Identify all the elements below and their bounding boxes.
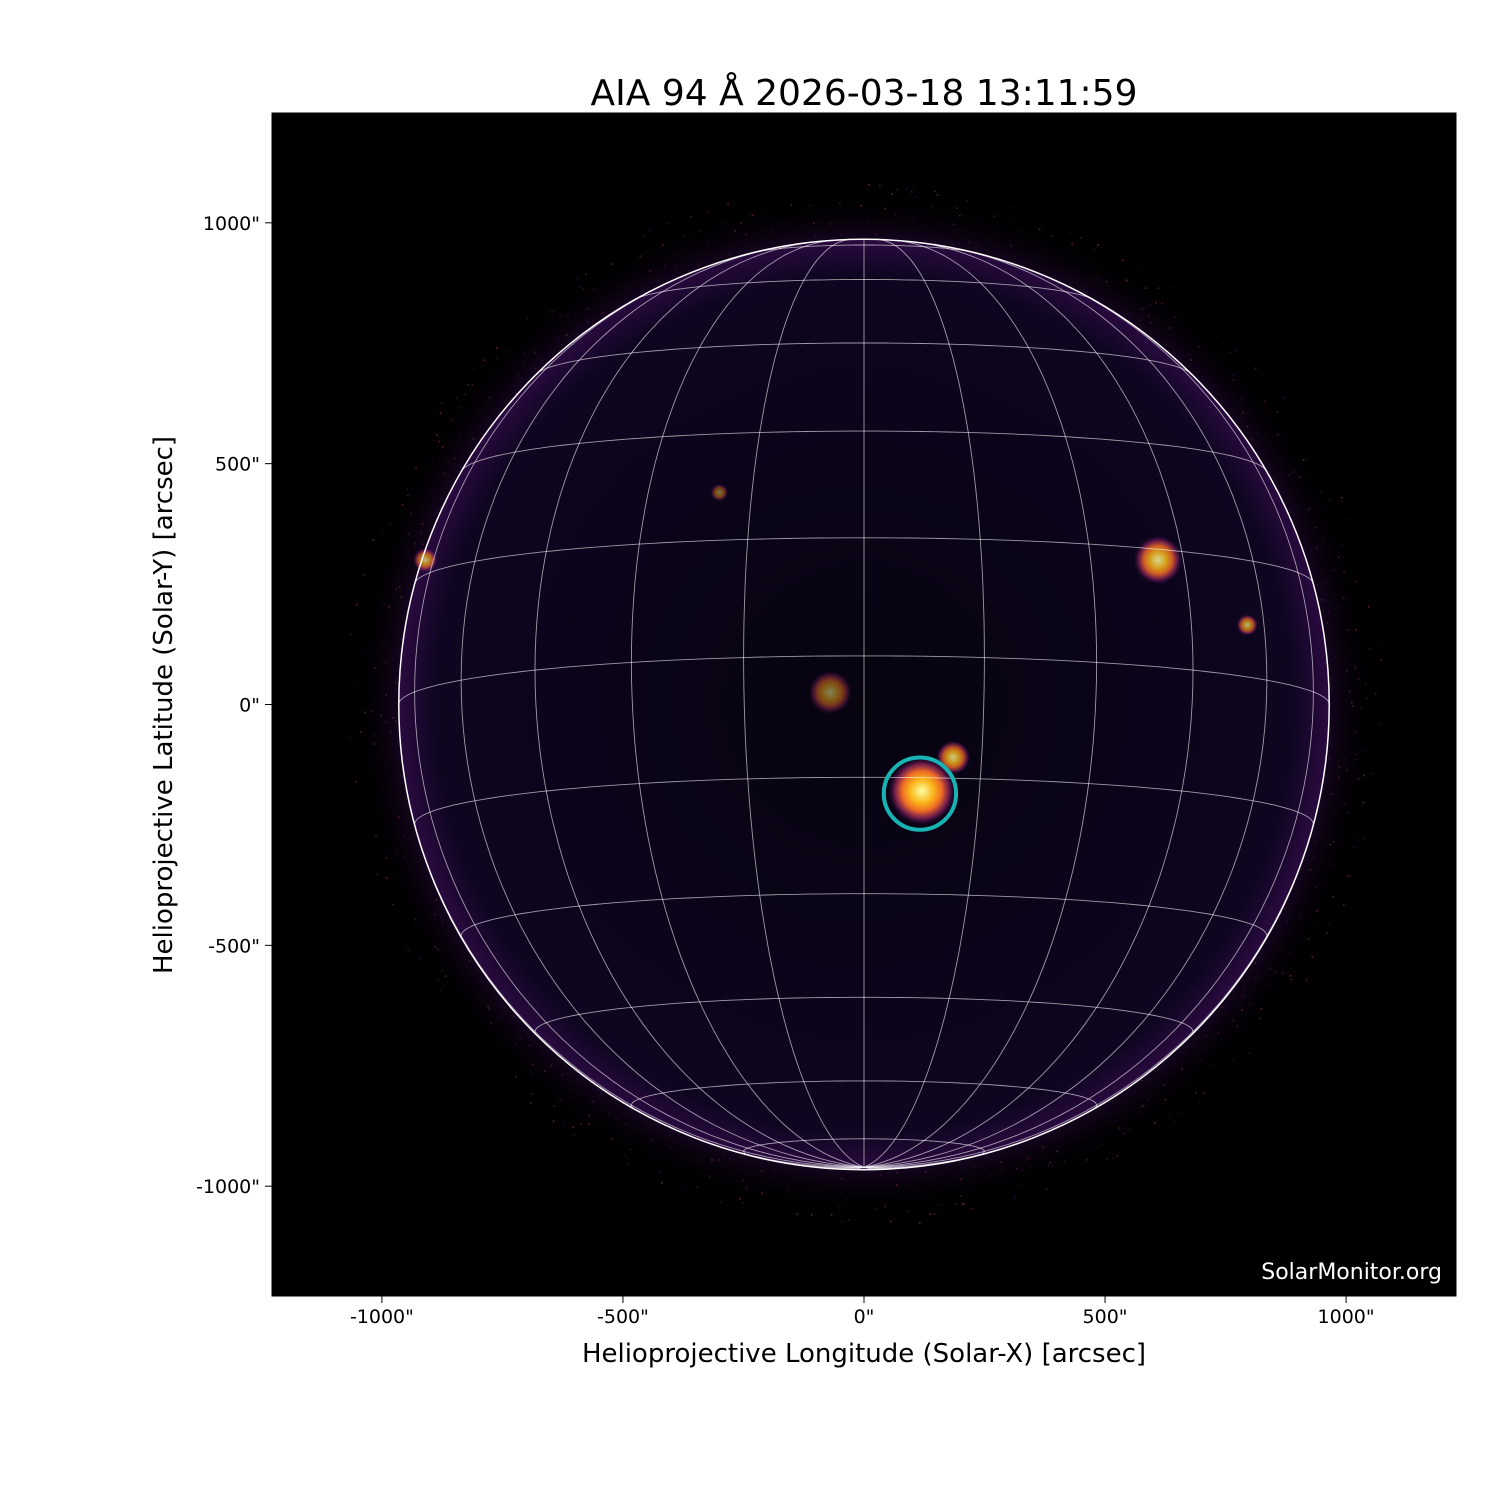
- chart-title: AIA 94 Å 2026-03-18 13:11:59: [591, 71, 1138, 114]
- grid-line: [863, 239, 985, 1168]
- annotation-circle: [881, 755, 959, 832]
- active-region: [936, 740, 971, 775]
- y-axis-label: Helioprojective Latitude (Solar-Y) [arcs…: [149, 436, 179, 974]
- y-tick-label: -1000": [196, 1176, 260, 1198]
- y-tick-label: 500": [215, 454, 260, 476]
- grid-line: [460, 246, 865, 1168]
- x-axis-label: Helioprojective Longitude (Solar-X) [arc…: [582, 1339, 1146, 1369]
- x-tick-label: -500": [597, 1306, 649, 1328]
- grid-line: [414, 276, 865, 1168]
- active-region: [888, 757, 956, 825]
- grid-line: [534, 242, 865, 1168]
- grid-line: [630, 240, 865, 1168]
- grid-line: [863, 246, 1268, 1168]
- x-tick-label: 1000": [1318, 1306, 1375, 1328]
- y-tick-label: 1000": [203, 213, 260, 235]
- grid-line: [863, 240, 1098, 1168]
- grid-line: [863, 276, 1314, 1168]
- active-region: [1236, 614, 1258, 636]
- y-tick-label: 0": [239, 695, 260, 717]
- y-tick-label: -500": [208, 935, 260, 957]
- grid-line: [743, 239, 865, 1168]
- heliographic-grid: [398, 239, 1330, 1170]
- x-tick-label: 0": [854, 1306, 875, 1328]
- x-tick-label: -1000": [350, 1306, 414, 1328]
- solar-limb: [398, 238, 1330, 1171]
- grid-line: [863, 242, 1194, 1168]
- active-region: [808, 670, 852, 715]
- active-region: [710, 483, 729, 502]
- watermark: SolarMonitor.org: [1261, 1260, 1442, 1285]
- active-region: [1133, 535, 1183, 585]
- x-tick-label: 500": [1083, 1306, 1128, 1328]
